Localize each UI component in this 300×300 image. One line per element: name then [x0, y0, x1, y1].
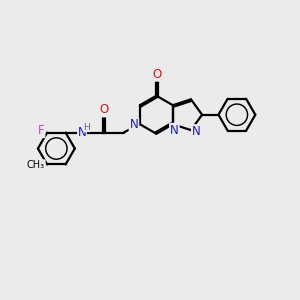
Text: CH₃: CH₃	[27, 160, 45, 170]
Text: N: N	[170, 124, 179, 137]
Text: F: F	[38, 124, 44, 137]
Text: O: O	[99, 103, 109, 116]
Text: N: N	[192, 125, 201, 138]
Text: O: O	[152, 68, 162, 81]
Text: N: N	[130, 118, 138, 131]
Text: H: H	[84, 123, 90, 132]
Text: N: N	[78, 126, 86, 139]
